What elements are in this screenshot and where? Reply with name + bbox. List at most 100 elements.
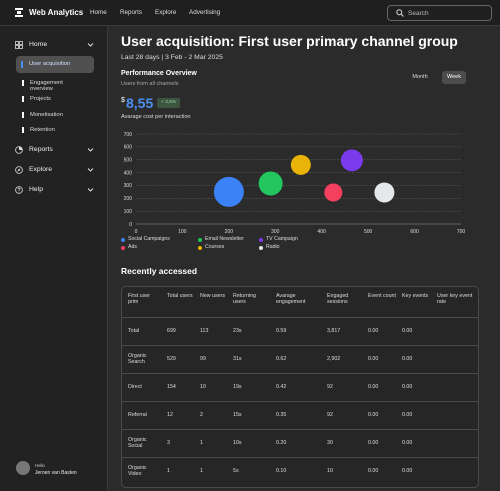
table-cell: 0.00 <box>402 468 413 475</box>
nav-advertising[interactable]: Advertising <box>189 9 221 16</box>
legend-swatch <box>259 238 263 242</box>
kpi-value: 8,55 <box>126 95 154 111</box>
sidebar-item-explore[interactable]: Explore <box>15 164 100 176</box>
chevron-down-icon <box>87 168 94 172</box>
table-cell: 0.62 <box>270 345 321 374</box>
col-header[interactable]: User key event rate <box>431 287 478 318</box>
bubble-point[interactable] <box>290 154 311 175</box>
user-name: Jeroen van Basten <box>35 470 77 476</box>
table-cell: 31s <box>227 345 270 374</box>
sidebar-item-home[interactable]: Home <box>15 39 100 51</box>
search-placeholder: Search <box>408 10 429 17</box>
table-cell: 19s <box>227 373 270 402</box>
table-row[interactable]: Direct 154 10 19s 0.42 92 0.00 0.00 <box>122 373 478 402</box>
table-cell: 0.00 <box>362 373 396 402</box>
bubble-chart: 0 100 200 300 400 500 600 700 0 100 200 300 400 500 60… <box>124 132 466 234</box>
table-cell: 0.35 <box>270 401 321 430</box>
table-cell <box>431 457 478 485</box>
app-brand: Web Analytics <box>29 8 84 17</box>
recent-table: First user prim Total users New users Re… <box>121 286 479 488</box>
top-bar: Web Analytics Home Reports Explore Adver… <box>0 0 500 26</box>
table-cell: 23s <box>227 317 270 346</box>
sidebar-label-user-acquisition: User acquisition <box>29 61 71 67</box>
sidebar-item-reports[interactable]: Reports <box>15 144 100 156</box>
legend-label: Courses <box>205 244 225 250</box>
sidebar-item-help[interactable]: Help <box>15 184 100 196</box>
legend-label: Ads <box>128 244 137 250</box>
sidebar-label-reports: Reports <box>29 146 53 153</box>
y-tick-label: 500 <box>124 158 133 164</box>
sidebar-label-engagement-overview: Engagement overview <box>30 80 63 92</box>
legend-label: Social Campaigns <box>128 236 170 242</box>
y-tick-label: 700 <box>124 132 133 138</box>
col-header[interactable]: New users <box>194 287 227 318</box>
x-tick-label: 500 <box>364 229 373 234</box>
table-cell: Organic Social <box>122 429 161 458</box>
table-cell <box>431 373 478 402</box>
y-tick-label: 0 <box>129 222 132 228</box>
explore-icon <box>15 166 23 174</box>
legend-label: Email Newsletter <box>205 236 244 242</box>
performance-title: Performance Overview <box>121 70 197 77</box>
table-cell: 1 <box>194 429 227 458</box>
search-input[interactable]: Search <box>387 5 492 21</box>
table-row[interactable]: Total 699 113 23s 0.59 3,817 0.00 0.00 <box>122 317 478 346</box>
table-cell: 92 <box>321 373 362 402</box>
x-tick-label: 700 <box>457 229 466 234</box>
nav-explore[interactable]: Explore <box>155 9 177 16</box>
table-row[interactable]: Organic Social 3 1 10s 0.20 30 0.00 0.00 <box>122 429 478 458</box>
table-cell: Organic Video <box>128 465 147 478</box>
kpi-currency: $ <box>121 97 125 104</box>
table-cell: 0.59 <box>270 317 321 346</box>
toggle-week-button[interactable]: Week <box>442 71 466 84</box>
bubble-point[interactable] <box>213 176 244 207</box>
sidebar-label-projects: Projects <box>30 96 51 102</box>
nav-reports[interactable]: Reports <box>120 9 143 16</box>
table-row[interactable]: Organic Video 1 1 5s 0.10 10 0.00 0.00 <box>122 457 478 485</box>
table-cell: 12 <box>161 401 194 430</box>
sub-marker <box>22 80 24 86</box>
bubble-point[interactable] <box>340 149 363 172</box>
table-cell: 154 <box>161 373 194 402</box>
kpi-change-badge: + 3,8% <box>157 98 181 108</box>
legend-label: Radio <box>266 244 280 250</box>
legend-label: TV Campaign <box>266 236 298 242</box>
col-header[interactable]: Avarage engagement <box>270 287 321 318</box>
table-cell <box>431 429 478 458</box>
table-row[interactable]: Referral 12 2 15s 0.35 92 0.00 0.00 <box>122 401 478 430</box>
col-header[interactable]: Key events <box>396 287 431 318</box>
x-tick-label: 100 <box>178 229 187 234</box>
table-cell: 1 <box>200 468 203 475</box>
page-title: User acquisition: First user primary cha… <box>121 33 458 49</box>
table-cell: 0.00 <box>362 317 396 346</box>
table-cell: 10 <box>194 373 227 402</box>
date-range[interactable]: Last 28 days | 3 Feb - 2 Mar 2025 <box>121 54 223 61</box>
col-header[interactable]: First user prim <box>122 287 161 318</box>
bubble-point[interactable] <box>374 182 395 203</box>
reports-icon <box>15 146 23 154</box>
avatar[interactable] <box>16 461 30 475</box>
legend-swatch <box>198 246 202 250</box>
nav-home[interactable]: Home <box>90 9 107 16</box>
active-indicator <box>21 61 23 68</box>
table-cell: 10s <box>227 429 270 458</box>
bubble-point[interactable] <box>258 171 283 196</box>
table-cell: 699 <box>161 317 194 346</box>
col-header[interactable]: Total users <box>161 287 194 318</box>
table-row[interactable]: Organic Search 529 99 31s 0.62 2,902 0.00 0.00 <box>122 345 478 374</box>
legend-swatch <box>198 238 202 242</box>
col-header[interactable]: Engaged sessions <box>321 287 362 318</box>
table-cell: 0.00 <box>396 317 431 346</box>
table-cell: 0.00 <box>362 345 396 374</box>
table-cell: 529 <box>161 345 194 374</box>
sidebar-label-home: Home <box>29 41 48 48</box>
bubble-point[interactable] <box>324 183 343 202</box>
col-header[interactable]: Returning users <box>227 287 270 318</box>
y-tick-label: 400 <box>124 170 133 176</box>
kpi-label: Avarage cost per interaction <box>121 114 191 120</box>
toggle-month-button[interactable]: Month <box>412 74 428 80</box>
sidebar-item-user-acquisition[interactable]: User acquisition <box>16 56 94 73</box>
table-cell: 99 <box>194 345 227 374</box>
table-cell: 113 <box>194 317 227 346</box>
col-header[interactable]: Event count <box>362 287 396 318</box>
